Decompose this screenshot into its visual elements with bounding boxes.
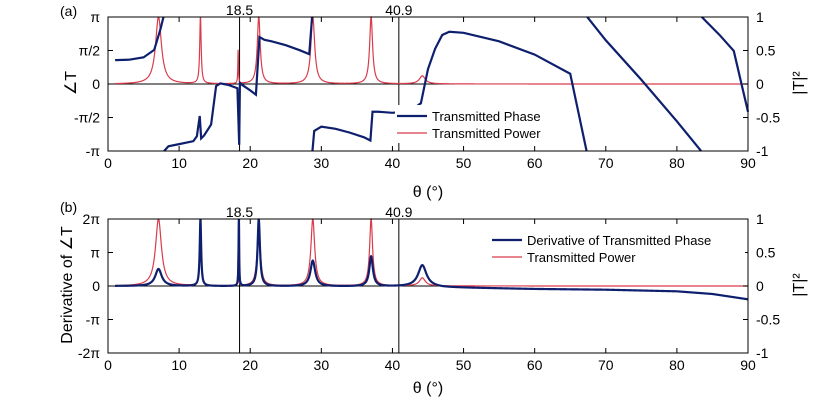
panel-b-legend: Derivative of Transmitted Phase Transmit… [490, 229, 745, 267]
y-tick-right-label: -0.5 [756, 312, 780, 328]
panel-a-marker-label-18-5: 18.5 [226, 2, 253, 18]
panel-a: (a) 0 10 20 30 40 50 60 70 80 90-π-π/20π/2π-1-0.5… [60, 2, 808, 201]
panel-b-derivative-line [115, 218, 749, 301]
y-tick-right-label: -1 [756, 143, 769, 159]
y-tick-right-label: -1 [756, 345, 769, 361]
x-tick-label: 90 [740, 357, 756, 373]
x-tick-label: 20 [242, 155, 258, 171]
x-tick-label: 60 [527, 155, 543, 171]
panel-a-legend-box [395, 105, 545, 143]
y-tick-right-label: 1 [756, 211, 764, 227]
panel-b-ylabel-left: Derivative of ∠T [59, 226, 76, 344]
panel-b-label: (b) [60, 199, 77, 215]
y-tick-left-label: -π [86, 143, 101, 159]
y-tick-left-label: 2π [83, 211, 101, 227]
x-tick-label: 40 [385, 155, 401, 171]
panel-a-ylabel-right: |T|² [791, 71, 808, 95]
x-tick-label: 50 [456, 155, 472, 171]
x-tick-label: 30 [314, 155, 330, 171]
panel-a-marker-label-40-9: 40.9 [385, 2, 412, 18]
panel-a-label: (a) [60, 3, 77, 19]
panel-b-marker-label-18-5: 18.5 [226, 204, 253, 220]
x-tick-label: 70 [598, 357, 614, 373]
y-tick-left-label: π [90, 9, 100, 25]
panel-b-ylabel-right: |T|² [791, 273, 808, 297]
panel-a-power-line [115, 15, 748, 85]
x-tick-label: 50 [456, 357, 472, 373]
panel-a-legend-power-label: Transmitted Power [432, 126, 541, 141]
y-tick-left-label: π/2 [79, 43, 101, 59]
panel-b-xlabel: θ (°) [413, 380, 443, 397]
x-tick-label: 10 [171, 357, 187, 373]
y-tick-right-label: -0.5 [756, 110, 780, 126]
panel-b-legend-box [490, 229, 745, 267]
panel-b: (b) 0 10 20 30 40 50 60 70 80 90-2π-π0π2π-1-0.500… [59, 199, 808, 397]
panel-b-legend-derivative-label: Derivative of Transmitted Phase [527, 233, 711, 248]
x-tick-label: 90 [740, 155, 756, 171]
x-tick-label: 30 [314, 357, 330, 373]
x-tick-label: 80 [669, 155, 685, 171]
panel-a-legend-phase-label: Transmitted Phase [432, 109, 541, 124]
y-tick-left-label: 0 [92, 76, 100, 92]
x-tick-label: 40 [385, 357, 401, 373]
panel-b-data [108, 217, 749, 353]
panel-b-legend-power-label: Transmitted Power [527, 250, 636, 265]
y-tick-right-label: 1 [756, 9, 764, 25]
x-tick-label: 60 [527, 357, 543, 373]
x-tick-label: 0 [104, 155, 112, 171]
panel-a-legend: Transmitted Phase Transmitted Power [395, 105, 545, 143]
y-tick-left-label: -π [86, 312, 101, 328]
panel-a-ticks: 0 10 20 30 40 50 60 70 80 90 -π -π/2 0 π/2 π -1 -0.5 0 0.5… [74, 9, 780, 171]
y-tick-left-label: -π/2 [74, 110, 100, 126]
panel-b-marker-label-40-9: 40.9 [385, 204, 412, 220]
y-tick-left-label: 0 [92, 278, 100, 294]
y-tick-right-label: 0.5 [756, 245, 776, 261]
y-tick-right-label: 0 [756, 76, 764, 92]
panel-b-ticks: 0 10 20 30 40 50 60 70 80 90 -2π -π 0 π 2π -1 -0.5 0 0.5 1 [78, 211, 780, 373]
x-tick-label: 10 [171, 155, 187, 171]
y-tick-right-label: 0.5 [756, 43, 776, 59]
x-tick-label: 70 [598, 155, 614, 171]
x-tick-label: 80 [669, 357, 685, 373]
y-tick-left-label: π [90, 245, 100, 261]
y-tick-right-label: 0 [756, 278, 764, 294]
y-tick-left-label: -2π [78, 345, 100, 361]
x-tick-label: 0 [104, 357, 112, 373]
panel-a-ylabel-left: ∠T [63, 71, 80, 95]
x-tick-label: 20 [242, 357, 258, 373]
panel-a-xlabel: θ (°) [413, 184, 443, 201]
